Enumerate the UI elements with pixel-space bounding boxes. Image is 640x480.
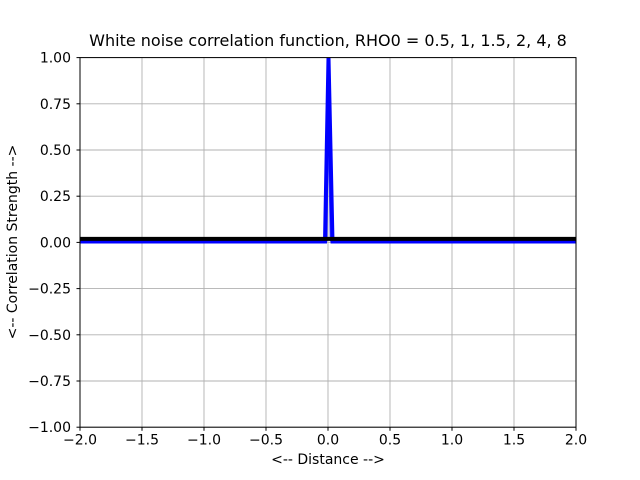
y-axis-label: <-- Correlation Strength --> — [5, 144, 21, 340]
y-tick-label: −0.75 — [28, 374, 71, 390]
x-tick-label: −0.5 — [249, 433, 283, 449]
y-tick-label: 1.00 — [40, 51, 71, 67]
x-tick-label: −1.5 — [125, 433, 159, 449]
y-tick-label: 0.00 — [40, 235, 71, 251]
chart-title: White noise correlation function, RHO0 =… — [89, 31, 567, 50]
y-tick-label: 0.50 — [40, 143, 71, 159]
y-tick-label: 0.75 — [40, 97, 71, 113]
x-tick-label: 1.5 — [503, 433, 525, 449]
y-tick-label: −0.50 — [28, 328, 71, 344]
series-white-noise-correlation-spike-blue — [80, 57, 576, 244]
x-tick-label: 0.0 — [317, 433, 339, 449]
x-tick-label: 1.0 — [441, 433, 463, 449]
x-axis-label: <-- Distance --> — [271, 452, 385, 468]
x-tick-label: 2.0 — [565, 433, 587, 449]
x-tick-label: −1.0 — [187, 433, 221, 449]
y-tick-label: −1.00 — [28, 420, 71, 436]
y-tick-label: −0.25 — [28, 282, 71, 298]
series-white-noise-correlation-spike-inner — [325, 94, 332, 242]
x-tick-label: −2.0 — [63, 433, 97, 449]
x-tick-label: 0.5 — [379, 433, 401, 449]
y-tick-label: 0.25 — [40, 189, 71, 205]
